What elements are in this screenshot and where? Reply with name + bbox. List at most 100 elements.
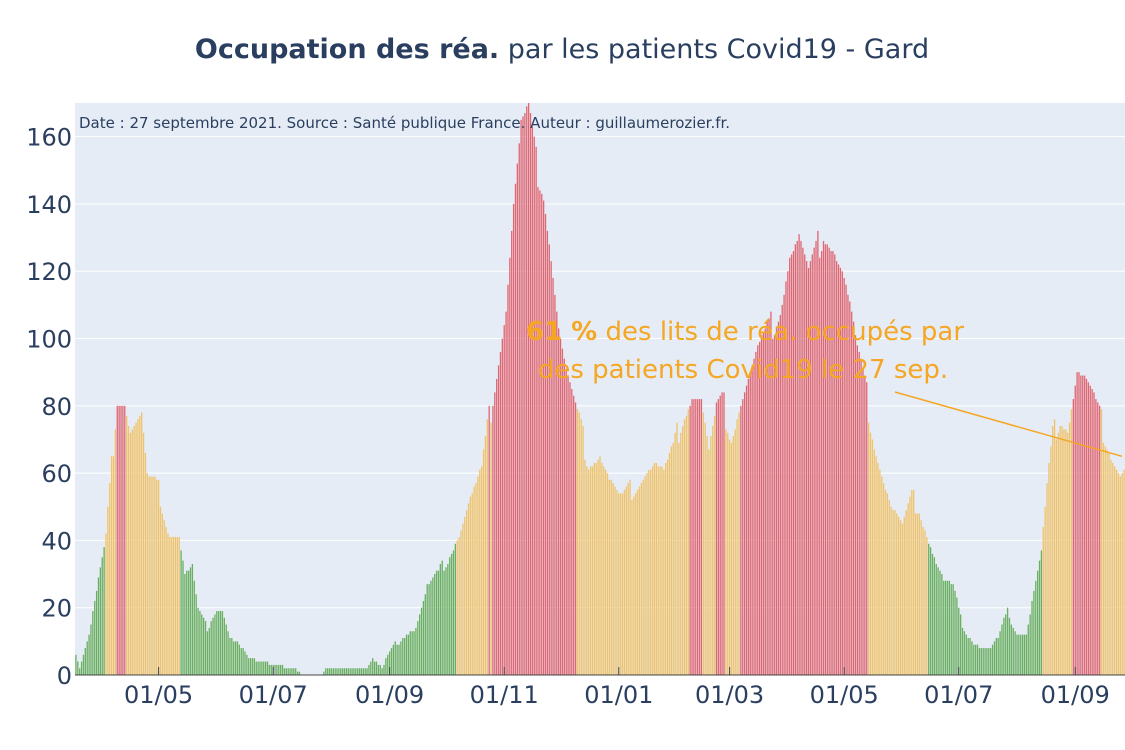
bar [552,277,554,675]
bar [828,247,830,675]
bar [402,637,404,675]
bar [165,526,167,675]
bar [110,456,113,675]
bar [422,600,425,675]
bar [349,668,351,675]
bar [533,136,535,675]
chart-title: Occupation des réa. par les patients Cov… [195,34,929,65]
bar [976,644,979,675]
bar [201,614,203,675]
bar [952,584,954,675]
bar [441,560,443,675]
bar [1110,459,1112,675]
bar [206,631,209,675]
bar [1046,483,1048,675]
bar [542,200,545,675]
bar [1021,634,1024,675]
bar [1095,399,1097,675]
bar [1112,463,1114,675]
bar [186,570,188,675]
bar [635,493,637,675]
bar [357,668,359,675]
bar [556,311,558,675]
bar [584,459,586,675]
bar [494,392,496,675]
bar [1119,476,1121,675]
bar [881,476,883,675]
bar [362,668,364,675]
bar [623,489,626,675]
bar [918,513,920,675]
bar [1100,409,1103,675]
bar [813,247,815,675]
bar [574,402,577,675]
bar [518,143,520,675]
bar [460,530,462,675]
bar [381,668,383,675]
bar [1085,378,1088,675]
bar [370,661,372,675]
bar [125,415,128,675]
bar [122,405,124,675]
bar [614,486,616,675]
bar [841,271,843,675]
bar [843,277,845,675]
bar [648,469,650,675]
bar [943,580,945,675]
bar [75,654,77,675]
bar [783,294,785,675]
bar [182,560,184,675]
bar [133,426,135,675]
bar [94,600,96,675]
bar [432,577,434,675]
bar [129,432,132,675]
bar [653,463,656,675]
bar [916,513,919,675]
annotation-line2: des patients Covid19 le 27 sep. [538,355,948,385]
bar [1014,631,1016,675]
bar [212,617,214,675]
bar [439,563,441,675]
bar [1063,429,1065,675]
bar [86,641,88,675]
bar [894,510,896,675]
bar [1005,614,1007,675]
bar [593,463,596,675]
bar [471,493,473,675]
bar [732,436,735,675]
bar [413,631,415,675]
bar [1010,624,1013,675]
bar [325,668,327,675]
bar [355,668,357,675]
bar [655,463,658,675]
bar [430,580,432,675]
bar [526,106,528,676]
bar [127,426,130,675]
bar [554,294,556,675]
bar [364,668,366,675]
bar [219,611,222,675]
bar [689,405,691,675]
bar [92,611,94,675]
y-axis: 0 20 40 60 80 100 120 140 160 [26,124,72,690]
bar [913,489,915,675]
bar [1048,463,1050,675]
bar [524,113,526,675]
bar [199,611,201,675]
bar [105,533,107,675]
y-tick-label: 0 [57,662,72,690]
bar [1008,617,1011,675]
bar [659,466,661,675]
bar [666,459,669,675]
bar [685,415,688,675]
bar [511,230,513,675]
bar [326,668,329,675]
bar [1029,614,1031,675]
bar [792,251,795,675]
bar [779,314,781,675]
bar [383,664,385,675]
bar [161,513,164,675]
bar [621,493,624,675]
bar [854,335,857,675]
bar [1040,550,1043,675]
